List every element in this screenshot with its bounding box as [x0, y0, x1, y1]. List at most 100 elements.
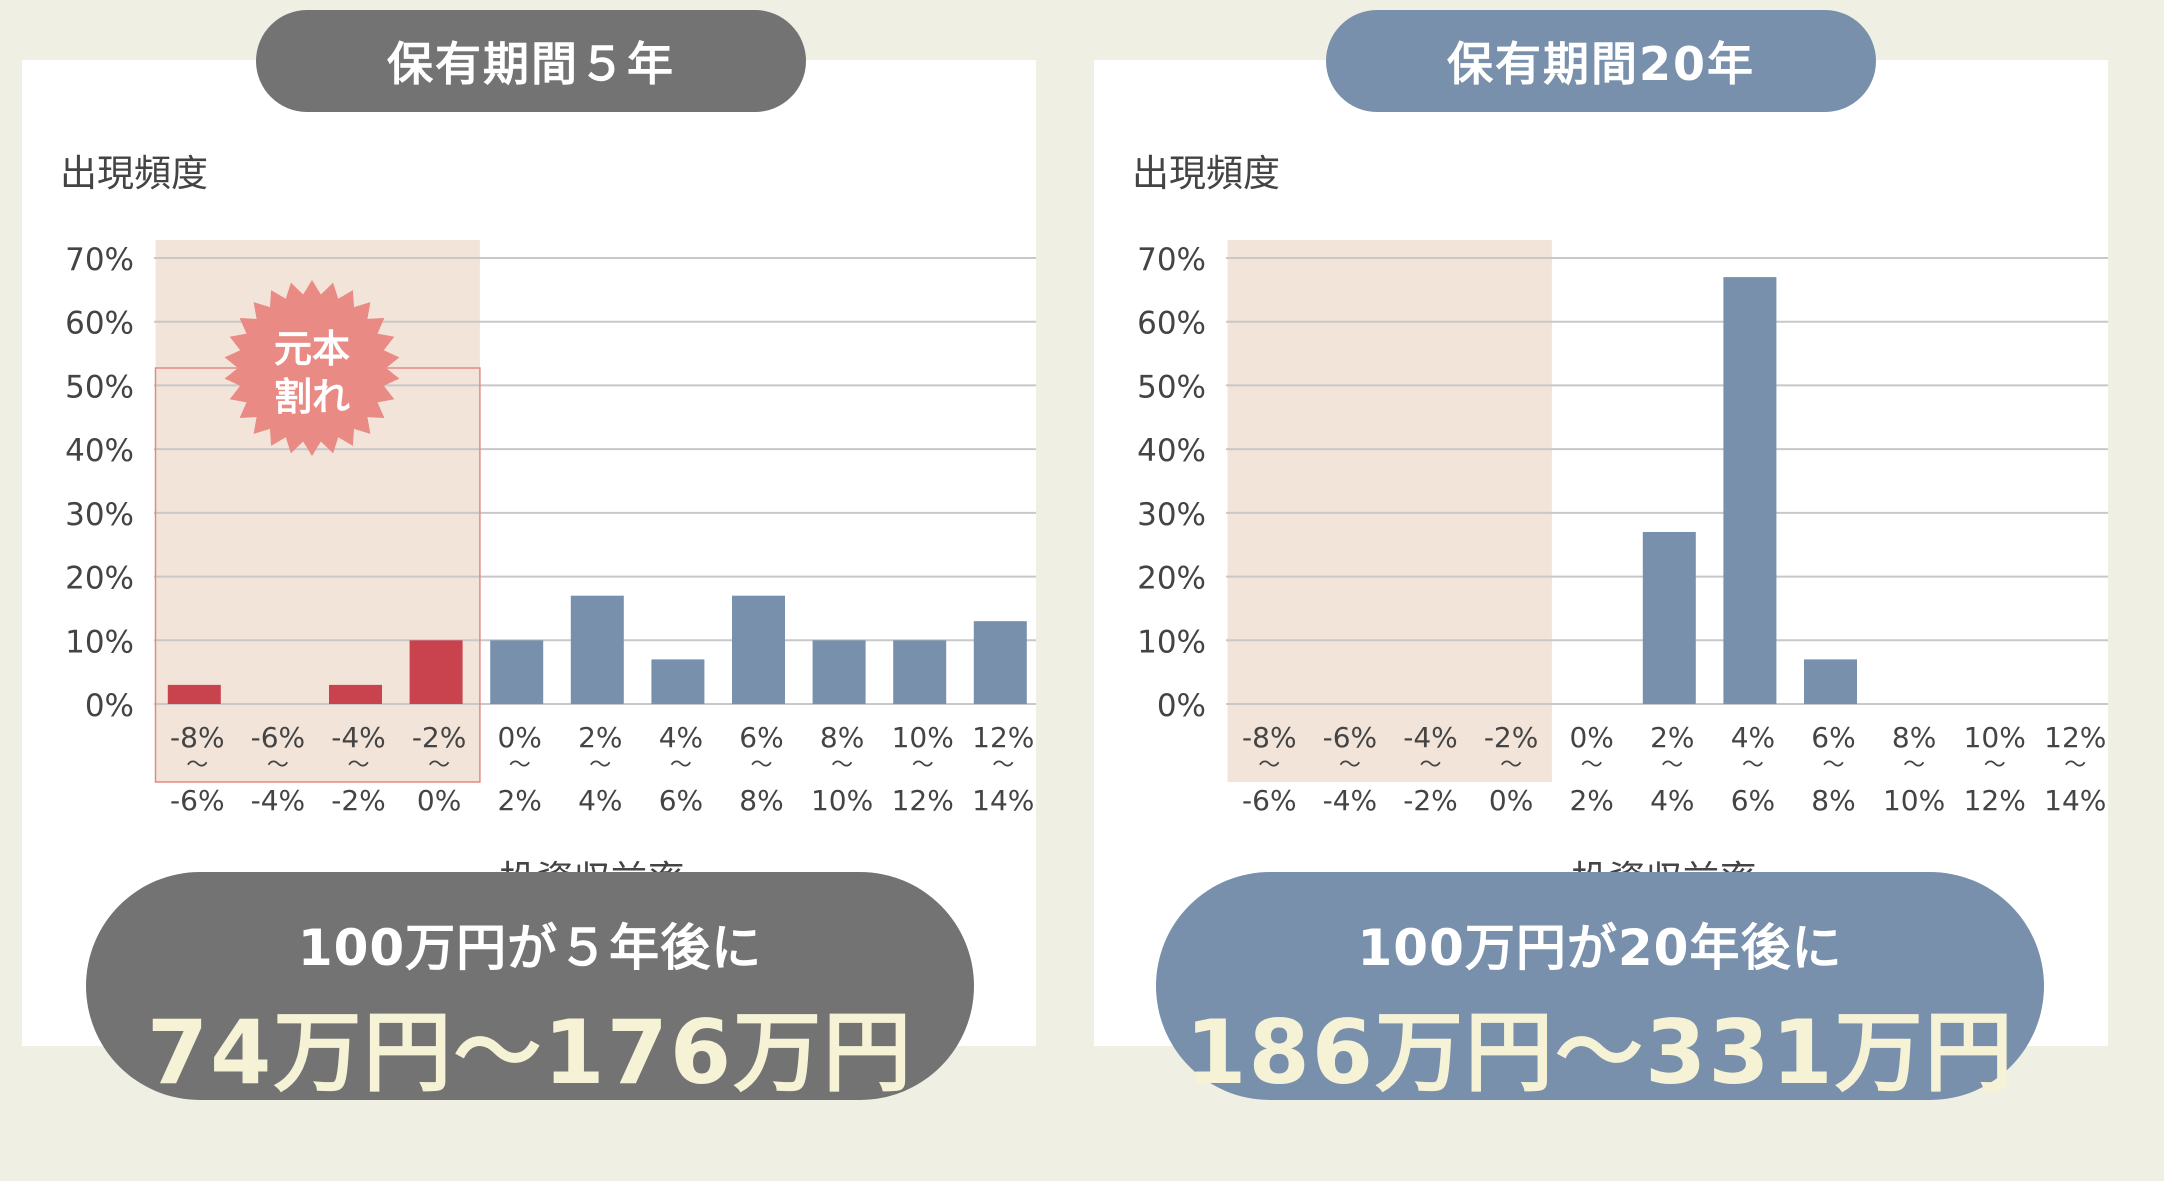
x-tick-tilde: 〜 [267, 753, 289, 778]
x-tick-label-bottom: 2% [1569, 784, 1613, 817]
bar [973, 621, 1027, 704]
bar [409, 640, 463, 704]
x-tick-label-top: 10% [892, 721, 954, 754]
x-tick-label-bottom: 6% [1731, 784, 1775, 817]
x-tick-tilde: 〜 [992, 753, 1014, 778]
loss-zone [1227, 240, 1552, 782]
result-caption-20-year: 100万円が20年後に [1357, 919, 1843, 977]
y-tick-label: 70% [65, 242, 134, 278]
y-tick-label: 10% [65, 624, 134, 660]
bar [1723, 277, 1777, 704]
bar [1642, 531, 1696, 704]
x-tick-tilde: 〜 [1258, 753, 1280, 778]
x-tick-label-top: -6% [251, 721, 306, 754]
x-tick-label-bottom: 4% [1650, 784, 1694, 817]
bar [490, 640, 544, 704]
x-tick-label-bottom: 0% [417, 784, 461, 817]
result-range-5-year: 74万円〜176万円 [146, 1001, 914, 1104]
x-tick-label-top: 0% [1569, 721, 1613, 754]
result-caption-5-year: 100万円が５年後に [297, 919, 763, 977]
bar [329, 684, 382, 704]
x-tick-label-bottom: -4% [1323, 784, 1378, 817]
x-tick-label-bottom: 6% [659, 784, 703, 817]
x-tick-tilde: 〜 [1339, 753, 1361, 778]
result-badge-5-year: 100万円が５年後に 74万円〜176万円 [86, 872, 974, 1104]
y-tick-label: 20% [65, 561, 134, 597]
y-tick-label: 30% [65, 497, 134, 533]
y-axis-label: 出現頻度 [1132, 152, 1280, 195]
x-tick-label-bottom: -6% [170, 784, 225, 817]
y-tick-label: 40% [1137, 433, 1206, 469]
x-tick-label-top: 6% [739, 721, 783, 754]
y-tick-label: 20% [1137, 561, 1206, 597]
x-tick-label-top: 12% [2044, 721, 2106, 754]
x-tick-tilde: 〜 [509, 753, 531, 778]
chart-20-year: 0%10%20%30%40%50%60%70%出現頻度-8%〜-6%-6%〜-4… [1132, 152, 2108, 901]
x-tick-label-top: -2% [412, 721, 467, 754]
x-tick-label-top: -8% [1242, 721, 1297, 754]
x-tick-tilde: 〜 [1581, 753, 1603, 778]
x-tick-tilde: 〜 [428, 753, 450, 778]
x-tick-label-bottom: 14% [2044, 784, 2106, 817]
y-tick-label: 60% [1137, 306, 1206, 342]
x-tick-tilde: 〜 [1661, 753, 1683, 778]
x-tick-label-bottom: 12% [1964, 784, 2026, 817]
x-tick-tilde: 〜 [912, 753, 934, 778]
result-badge-20-year: 100万円が20年後に 186万円〜331万円 [1156, 872, 2044, 1104]
y-tick-label: 50% [65, 369, 134, 405]
chart-title-5-year: 保有期間５年 [256, 10, 806, 112]
x-tick-label-top: 2% [578, 721, 622, 754]
bar [570, 595, 624, 704]
x-tick-label-bottom: -2% [1403, 784, 1458, 817]
x-tick-label-top: 0% [497, 721, 541, 754]
x-tick-label-bottom: -6% [1242, 784, 1297, 817]
x-tick-label-bottom: 10% [1883, 784, 1945, 817]
x-tick-label-bottom: 8% [1811, 784, 1855, 817]
chart-panel-20-year: 保有期間20年 0% 10% 20% 30% 40% 50% 60% 70% 出現頻度 -8% 〜 -… [1094, 10, 2108, 1046]
y-tick-label: 30% [1137, 497, 1206, 533]
x-tick-label-top: 4% [1731, 721, 1775, 754]
bar [893, 640, 947, 704]
y-tick-label: 10% [1137, 624, 1206, 660]
y-tick-label: 70% [1137, 242, 1206, 278]
loss-starburst [224, 280, 400, 456]
bar [651, 659, 705, 704]
x-tick-label-bottom: 14% [972, 784, 1034, 817]
bar [812, 640, 866, 704]
y-tick-label: 50% [1137, 369, 1206, 405]
x-tick-tilde: 〜 [1984, 753, 2006, 778]
x-tick-tilde: 〜 [831, 753, 853, 778]
x-tick-tilde: 〜 [186, 753, 208, 778]
x-tick-label-bottom: 2% [497, 784, 541, 817]
result-range-20-year: 186万円〜331万円 [1185, 1001, 2015, 1104]
x-tick-tilde: 〜 [1419, 753, 1441, 778]
x-tick-label-top: -8% [170, 721, 225, 754]
x-tick-label-top: -4% [331, 721, 386, 754]
x-tick-label-bottom: 10% [811, 784, 873, 817]
x-tick-label-top: 6% [1811, 721, 1855, 754]
x-tick-tilde: 〜 [1742, 753, 1764, 778]
chart-5-year: 0%10%20%30%40%50%60%70%出現頻度-8%〜-6%-6%〜-4… [60, 152, 1036, 901]
x-tick-label-bottom: 12% [892, 784, 954, 817]
x-tick-label-top: 8% [820, 721, 864, 754]
x-tick-label-top: 12% [972, 721, 1034, 754]
x-tick-tilde: 〜 [589, 753, 611, 778]
x-tick-label-top: 10% [1964, 721, 2026, 754]
x-tick-tilde: 〜 [2064, 753, 2086, 778]
x-tick-label-bottom: -4% [251, 784, 306, 817]
x-tick-tilde: 〜 [750, 753, 772, 778]
x-tick-label-top: -6% [1323, 721, 1378, 754]
chart-title-20-year: 保有期間20年 [1326, 10, 1876, 112]
bar [1804, 659, 1857, 704]
x-tick-label-top: -2% [1484, 721, 1539, 754]
loss-annotation-line2: 割れ [274, 375, 350, 419]
x-tick-tilde: 〜 [1822, 753, 1844, 778]
x-tick-label-top: 4% [659, 721, 703, 754]
bar [732, 595, 785, 704]
x-tick-label-bottom: 4% [578, 784, 622, 817]
x-tick-label-bottom: 0% [1489, 784, 1533, 817]
x-tick-label-top: -4% [1403, 721, 1458, 754]
y-tick-label: 0% [85, 688, 134, 724]
x-tick-label-top: 8% [1892, 721, 1936, 754]
y-tick-label: 40% [65, 433, 134, 469]
